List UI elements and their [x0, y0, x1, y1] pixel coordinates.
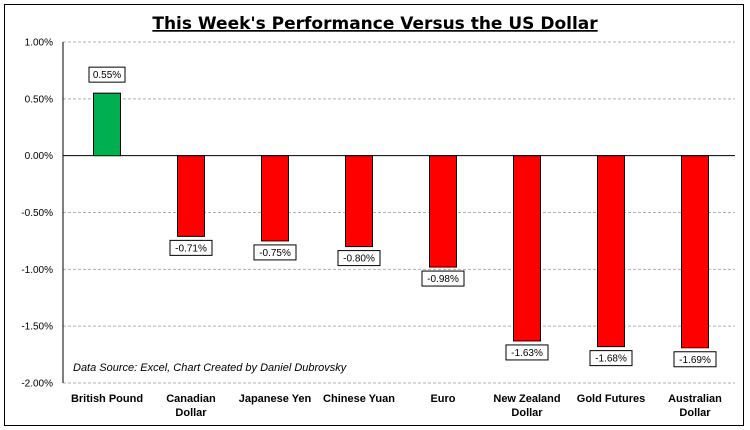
data-label-text: -1.68%: [595, 354, 627, 365]
y-tick-label: 1.00%: [25, 38, 53, 49]
data-label: -0.71%: [169, 239, 213, 256]
data-label-box: [421, 270, 465, 287]
data-label: -0.98%: [421, 270, 465, 287]
chart-frame: This Week's Performance Versus the US Do…: [4, 4, 744, 426]
chart-title: This Week's Performance Versus the US Do…: [152, 14, 598, 34]
bar: [513, 155, 541, 342]
bars: [93, 92, 709, 349]
data-label-box: [337, 250, 381, 267]
data-label-text: -1.69%: [679, 355, 711, 366]
x-category-label: Dollar: [511, 407, 543, 419]
data-label-text: -0.80%: [343, 254, 375, 265]
data-label: -0.80%: [337, 250, 381, 267]
bar: [681, 155, 709, 349]
bar: [597, 155, 625, 348]
x-category-label: Australian: [668, 393, 722, 405]
bar: [93, 92, 121, 157]
data-label-box: [589, 350, 633, 367]
data-label: -0.75%: [253, 244, 297, 261]
data-label-box: [88, 66, 126, 83]
x-category-label: Canadian: [166, 393, 216, 405]
data-label-box: [505, 344, 549, 361]
data-label: 0.55%: [88, 66, 126, 83]
y-tick-label: 0.00%: [25, 151, 53, 162]
data-source-note: Data Source: Excel, Chart Created by Dan…: [73, 362, 348, 374]
x-category-label: British Pound: [71, 393, 143, 405]
bar: [177, 155, 205, 237]
data-label-text: -0.71%: [175, 243, 207, 254]
bar-chart: This Week's Performance Versus the US Do…: [21, 14, 735, 419]
data-label-text: -1.63%: [511, 348, 543, 359]
bar: [345, 155, 373, 248]
y-axis-ticks: 1.00% 0.50% 0.00% -0.50% -1.00% -1.50% -2.00%: [21, 38, 53, 390]
bar: [429, 155, 457, 268]
data-labels: 0.55% -0.71% -0.75% -0.80% -0.98% -1.63% -1.68…: [88, 66, 717, 368]
x-axis-categories: British Pound Canadian Dollar Japanese Yen C…: [71, 393, 722, 419]
y-tick-label: -2.00%: [21, 379, 53, 390]
y-tick-label: -1.00%: [21, 265, 53, 276]
data-label: -1.69%: [673, 351, 717, 368]
x-category-label: Euro: [430, 393, 455, 405]
x-category-label: New Zealand: [493, 393, 560, 405]
x-category-label: Gold Futures: [577, 393, 645, 405]
x-category-label: Japanese Yen: [239, 393, 312, 405]
data-label-text: -0.98%: [427, 274, 459, 285]
y-tick-label: 0.50%: [25, 94, 53, 105]
bar: [261, 155, 289, 242]
x-category-label: Dollar: [679, 407, 711, 419]
y-tick-label: -0.50%: [21, 208, 53, 219]
x-category-label: Dollar: [175, 407, 207, 419]
gridlines: [62, 41, 735, 384]
y-tick-label: -1.50%: [21, 322, 53, 333]
x-category-label: Chinese Yuan: [323, 393, 395, 405]
data-label-box: [169, 239, 213, 256]
data-label-text: 0.55%: [93, 70, 121, 81]
data-label-box: [253, 244, 297, 261]
data-label: -1.68%: [589, 350, 633, 367]
data-label-text: -0.75%: [259, 248, 291, 259]
data-label: -1.63%: [505, 344, 549, 361]
data-label-box: [673, 351, 717, 368]
